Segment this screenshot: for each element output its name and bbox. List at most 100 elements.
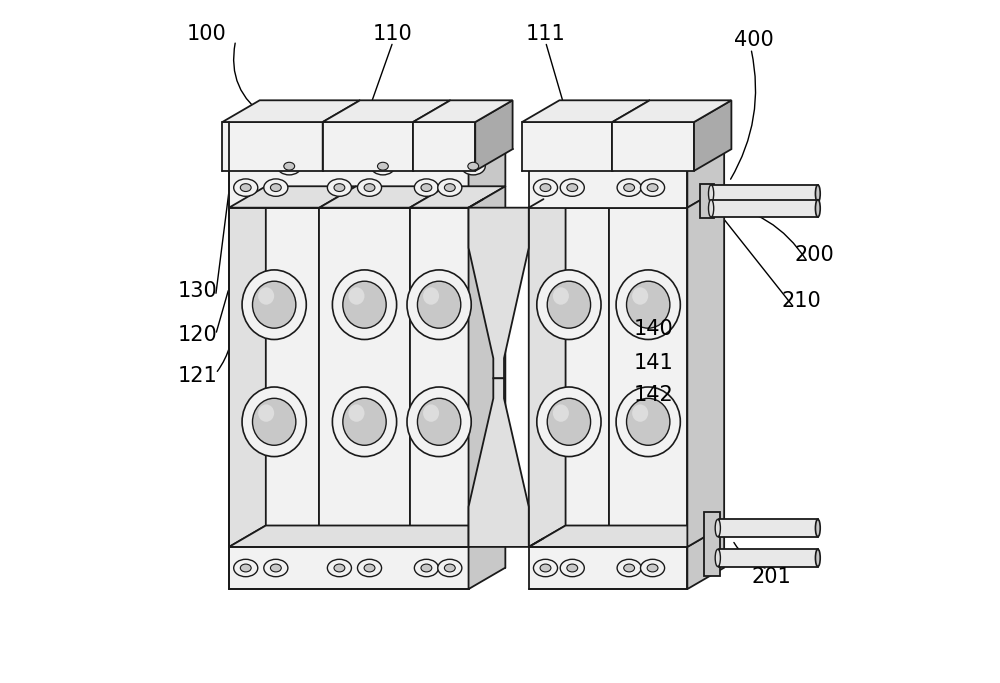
Ellipse shape [617,179,641,196]
Ellipse shape [423,404,439,422]
Ellipse shape [270,564,281,572]
Polygon shape [529,167,687,208]
Ellipse shape [616,387,680,457]
Polygon shape [413,100,450,171]
Ellipse shape [252,281,296,329]
Ellipse shape [284,163,295,170]
Ellipse shape [364,184,375,191]
Polygon shape [356,186,446,525]
Ellipse shape [647,184,658,191]
Ellipse shape [377,163,388,170]
Text: 210: 210 [781,292,821,311]
Polygon shape [229,547,469,589]
Ellipse shape [357,559,382,576]
Ellipse shape [327,179,351,196]
Ellipse shape [647,564,658,572]
Ellipse shape [553,288,569,305]
Polygon shape [612,122,694,171]
Ellipse shape [624,184,635,191]
Text: 142: 142 [634,385,674,405]
Polygon shape [469,378,529,547]
Ellipse shape [632,288,648,305]
Text: 140: 140 [634,320,674,339]
Polygon shape [323,100,360,171]
Text: 111: 111 [526,24,565,44]
Ellipse shape [547,398,591,445]
Polygon shape [229,146,505,167]
Polygon shape [719,519,818,537]
Polygon shape [222,100,360,122]
Polygon shape [323,122,413,171]
Polygon shape [704,512,720,576]
Ellipse shape [627,281,670,329]
Ellipse shape [567,184,578,191]
Ellipse shape [815,199,820,217]
Polygon shape [229,525,505,547]
Text: 141: 141 [634,353,674,373]
Ellipse shape [438,559,462,576]
Ellipse shape [348,404,365,422]
Ellipse shape [627,398,670,445]
Ellipse shape [444,564,455,572]
Ellipse shape [417,398,461,445]
Ellipse shape [343,281,386,329]
Polygon shape [266,525,505,568]
Polygon shape [687,186,724,547]
Ellipse shape [553,404,569,422]
Ellipse shape [624,564,635,572]
Ellipse shape [258,288,274,305]
Polygon shape [323,100,450,122]
Ellipse shape [252,398,296,445]
Polygon shape [229,186,356,208]
Polygon shape [413,100,513,122]
Text: 100: 100 [187,24,227,44]
Ellipse shape [234,179,258,196]
Ellipse shape [264,179,288,196]
Polygon shape [522,100,650,122]
Ellipse shape [461,158,485,175]
Polygon shape [719,549,818,567]
Ellipse shape [327,559,351,576]
Ellipse shape [264,559,288,576]
Polygon shape [229,186,266,547]
Ellipse shape [641,179,665,196]
Polygon shape [687,146,724,208]
Ellipse shape [715,549,720,567]
Polygon shape [529,547,687,589]
Ellipse shape [240,184,251,191]
Ellipse shape [423,288,439,305]
Ellipse shape [708,199,714,217]
Polygon shape [700,184,714,218]
Polygon shape [712,185,818,202]
Polygon shape [529,146,724,167]
Text: 130: 130 [178,281,217,301]
Ellipse shape [533,179,558,196]
Polygon shape [612,100,731,122]
Ellipse shape [560,179,584,196]
Ellipse shape [641,559,665,576]
Polygon shape [469,208,529,378]
Ellipse shape [242,387,306,457]
Polygon shape [410,186,505,208]
Ellipse shape [540,564,551,572]
Polygon shape [319,208,410,547]
Ellipse shape [547,281,591,329]
Polygon shape [413,122,475,171]
Polygon shape [529,208,609,547]
Polygon shape [222,122,323,171]
Ellipse shape [407,270,471,339]
Ellipse shape [334,564,345,572]
Polygon shape [529,525,724,547]
Ellipse shape [371,158,395,175]
Ellipse shape [332,387,397,457]
Ellipse shape [364,564,375,572]
Ellipse shape [332,270,397,339]
Ellipse shape [343,398,386,445]
Polygon shape [646,186,724,525]
Text: 110: 110 [373,24,413,44]
Ellipse shape [468,163,479,170]
Ellipse shape [414,559,438,576]
Text: 200: 200 [795,245,834,264]
Text: 400: 400 [734,31,774,51]
Polygon shape [694,100,731,171]
